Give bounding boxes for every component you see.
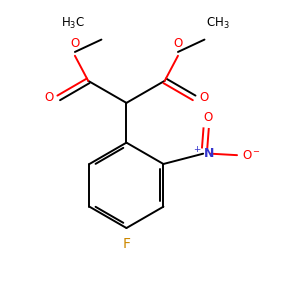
Text: CH$_3$: CH$_3$	[206, 16, 230, 31]
Text: O: O	[70, 38, 80, 50]
Text: O: O	[203, 111, 212, 124]
Text: O: O	[200, 92, 209, 104]
Text: O$^-$: O$^-$	[242, 149, 261, 162]
Text: H$_3$C: H$_3$C	[61, 16, 85, 31]
Text: $^+$N: $^+$N	[192, 146, 214, 161]
Text: O: O	[44, 92, 53, 104]
Text: O: O	[173, 38, 183, 50]
Text: F: F	[122, 237, 130, 251]
